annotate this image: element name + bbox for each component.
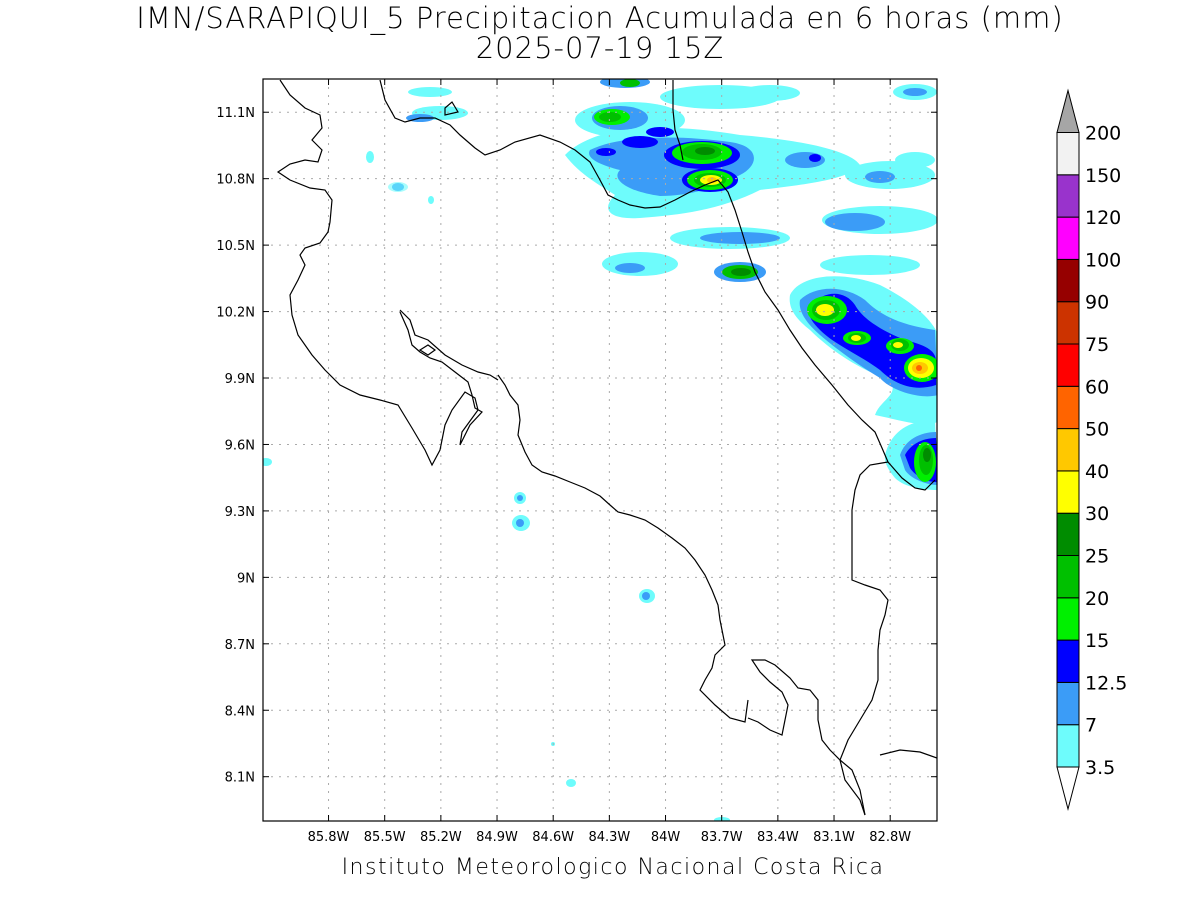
lat-lon-grid xyxy=(263,79,937,821)
colorbar-label: 40 xyxy=(1085,461,1109,483)
x-tick-label: 82.8W xyxy=(869,830,911,845)
x-tick-label: 84.9W xyxy=(476,830,518,845)
x-tick-label: 84W xyxy=(651,830,681,845)
colorbar-label: 3.5 xyxy=(1085,757,1115,779)
colorbar-label: 100 xyxy=(1085,249,1121,271)
colorbar-swatch xyxy=(1056,681,1080,726)
x-tick-label: 85.2W xyxy=(420,830,462,845)
colorbar-label: 20 xyxy=(1085,588,1109,610)
colorbar-swatch xyxy=(1056,724,1080,768)
colorbar-swatch xyxy=(1056,385,1080,430)
y-axis-ticks: 11.1N 10.8N 10.5N 10.2N 9.9N 9.6N 9.3N 9N 8.7N 8.… xyxy=(216,106,937,786)
colorbar-swatch xyxy=(1056,258,1080,303)
colorbar-low-arrow xyxy=(1056,766,1080,811)
colorbar-label: 7 xyxy=(1085,715,1097,737)
colorbar-label: 50 xyxy=(1085,419,1109,441)
x-axis-ticks: 85.8W 85.5W 85.2W 84.9W 84.6W 84.3W 84W 83.7W 83… xyxy=(308,79,911,845)
y-tick-label: 9N xyxy=(237,571,255,586)
precipitation-field xyxy=(263,79,937,821)
x-tick-label: 84.3W xyxy=(588,830,630,845)
y-tick-label: 8.4N xyxy=(225,704,255,719)
map-title: IMN/SARAPIQUI_5 Precipitacion Acumulada … xyxy=(136,1,1064,35)
y-tick-label: 8.1N xyxy=(225,771,255,786)
y-tick-label: 9.3N xyxy=(225,505,255,520)
y-tick-label: 10.5N xyxy=(216,239,255,254)
colorbar-label: 15 xyxy=(1085,630,1109,652)
colorbar-swatch xyxy=(1056,343,1080,387)
colorbar-label: 12.5 xyxy=(1085,672,1127,694)
colorbar-swatch xyxy=(1056,174,1080,218)
colorbar-label: 75 xyxy=(1085,334,1109,356)
colorbar-swatch xyxy=(1056,639,1080,683)
colorbar-label: 60 xyxy=(1085,376,1109,398)
colorbar-swatch xyxy=(1056,132,1080,176)
colorbar-swatch xyxy=(1056,301,1080,345)
x-tick-label: 83.1W xyxy=(813,830,855,845)
map-frame xyxy=(262,78,938,822)
x-tick-label: 84.6W xyxy=(532,830,574,845)
colorbar-swatch xyxy=(1056,428,1080,472)
map-date: 2025-07-19 15Z xyxy=(475,31,725,65)
colorbar-swatch xyxy=(1056,555,1080,599)
colorbar-high-arrow xyxy=(1056,88,1080,133)
y-tick-label: 10.2N xyxy=(216,306,255,321)
colorbar-label: 30 xyxy=(1085,503,1109,525)
footer-credit: Instituto Meteorologico Nacional Costa R… xyxy=(341,855,885,880)
colorbar: 3.5 7 12.5 15 20 25 30 40 50 60 75 90 100 120 150 200 xyxy=(1056,88,1127,811)
colorbar-label: 120 xyxy=(1085,207,1121,229)
y-tick-label: 9.9N xyxy=(225,372,255,387)
colorbar-swatch xyxy=(1056,216,1080,260)
y-tick-label: 8.7N xyxy=(225,638,255,653)
colorbar-swatch xyxy=(1056,597,1080,641)
x-tick-label: 85.5W xyxy=(364,830,406,845)
colorbar-swatch xyxy=(1056,470,1080,514)
y-tick-label: 10.8N xyxy=(216,173,255,188)
y-tick-label: 9.6N xyxy=(225,438,255,453)
colorbar-label: 200 xyxy=(1085,123,1121,145)
colorbar-label: 25 xyxy=(1085,546,1109,568)
x-tick-label: 85.8W xyxy=(308,830,350,845)
x-tick-label: 83.4W xyxy=(757,830,799,845)
colorbar-label: 90 xyxy=(1085,292,1109,314)
coastline-borders xyxy=(276,79,937,816)
colorbar-swatch xyxy=(1056,512,1080,557)
y-tick-label: 11.1N xyxy=(216,106,255,121)
x-tick-label: 83.7W xyxy=(701,830,743,845)
colorbar-label: 150 xyxy=(1085,165,1121,187)
